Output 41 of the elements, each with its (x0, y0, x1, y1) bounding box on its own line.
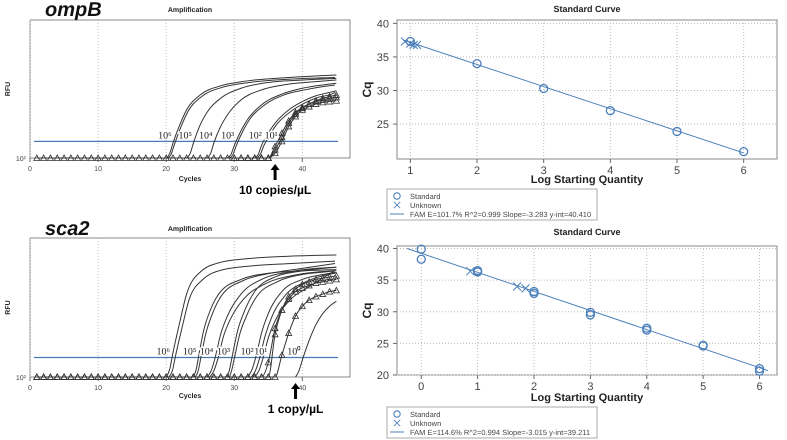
series-label: 10² (248, 130, 262, 142)
y-tick-label: 30 (376, 86, 389, 98)
chart-title: Standard Curve (553, 227, 621, 237)
x-tick-label: 2 (530, 381, 538, 393)
series-label: 10⁶ (158, 130, 172, 142)
series-label: 10⁵ (178, 130, 192, 142)
series-label: 10⁰ (287, 345, 302, 358)
x-tick-label: 5 (700, 381, 706, 393)
series-label: 10⁶ (156, 346, 171, 358)
series-label: 10³ (221, 130, 234, 142)
series-label: 10² (240, 346, 254, 358)
x-tick-label: 0 (418, 381, 424, 393)
x-tick-label: 1 (407, 165, 414, 177)
x-tick-label: 5 (674, 165, 680, 177)
y-axis-title: Cq (360, 302, 374, 318)
x-tick-label: 3 (540, 165, 547, 177)
x-tick-label: 4 (644, 381, 650, 393)
y-tick-label: 20 (376, 370, 389, 382)
chart-subtitle: sca2 (45, 218, 90, 240)
y-tick-label: 30 (376, 306, 389, 319)
x-tick-label: 6 (756, 381, 763, 393)
series-label: 10⁵ (182, 346, 196, 358)
series-label: 10⁴ (199, 130, 214, 142)
x-tick-label: 2 (474, 165, 480, 177)
y-axis-title: Cq (360, 82, 374, 98)
y-tick-label: 25 (376, 338, 389, 350)
y-tick-label: 40 (376, 244, 389, 256)
annotation: 10 copies/µL (238, 183, 312, 197)
x-tick-label: 1 (474, 381, 481, 393)
x-axis-title: Log Starting Quantity (530, 174, 644, 186)
y-tick-label: 25 (376, 119, 389, 132)
y-tick-label: 40 (376, 18, 389, 30)
chart-title: Standard Curve (553, 4, 621, 14)
x-tick-label: 4 (607, 165, 614, 177)
x-tick-label: 6 (740, 165, 747, 177)
x-tick-label: 3 (587, 381, 594, 393)
x-axis-title: Log Starting Quantity (530, 392, 644, 404)
annotation: 1 copy/µL (268, 402, 324, 416)
y-tick-label: 35 (376, 275, 389, 288)
chart-subtitle: ompB (45, 0, 102, 21)
y-tick-label: 35 (376, 52, 389, 64)
